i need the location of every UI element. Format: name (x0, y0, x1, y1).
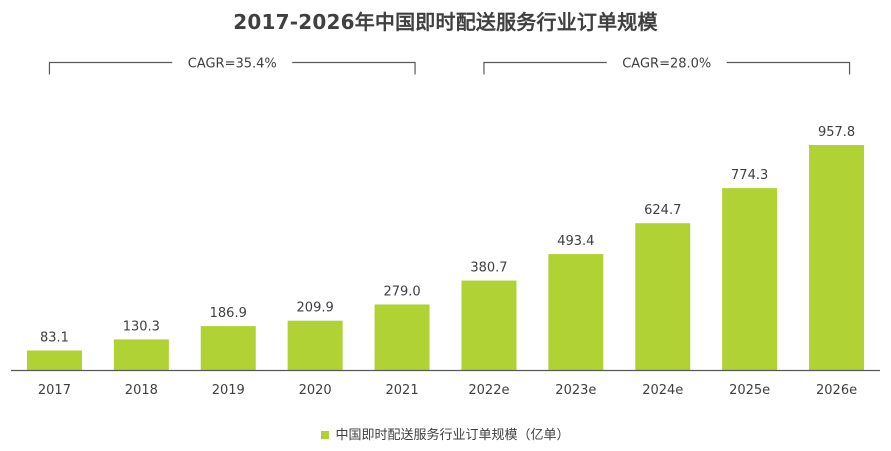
data-label-2020: 209.9 (297, 301, 334, 316)
bar-2018 (113, 339, 169, 370)
data-label-2023e: 493.4 (557, 234, 594, 249)
data-label-2022e: 380.7 (470, 261, 507, 276)
data-label-2024e: 624.7 (644, 203, 681, 218)
x-tick-2018: 2018 (125, 383, 158, 398)
bar-2025e (722, 188, 778, 370)
x-tick-2017: 2017 (38, 383, 71, 398)
bar-2019 (200, 326, 256, 370)
bar-2023e (548, 254, 604, 370)
data-label-2017: 83.1 (40, 330, 69, 345)
bar-2021 (374, 304, 430, 370)
cagr-label-2: CAGR=28.0% (622, 57, 711, 72)
x-tick-2025e: 2025e (729, 383, 770, 398)
cagr-bracket-2: CAGR=28.0% (483, 57, 851, 75)
bar-2020 (287, 320, 343, 370)
legend-label: 中国即时配送服务行业订单规模（亿单） (335, 428, 570, 443)
data-label-2026e: 957.8 (818, 125, 855, 140)
x-tick-2026e: 2026e (816, 383, 857, 398)
x-tick-2023e: 2023e (555, 383, 596, 398)
x-tick-2024e: 2024e (642, 383, 683, 398)
bar-2017 (26, 350, 82, 370)
data-label-2019: 186.9 (210, 306, 247, 321)
legend: 中国即时配送服务行业订单规模（亿单） (0, 424, 891, 443)
x-tick-2019: 2019 (212, 383, 245, 398)
bar-2024e (635, 223, 691, 370)
x-tick-2021: 2021 (386, 383, 419, 398)
data-label-2025e: 774.3 (731, 168, 768, 183)
legend-swatch (321, 430, 330, 439)
cagr-label-1: CAGR=35.4% (188, 57, 277, 72)
data-label-2018: 130.3 (123, 319, 160, 334)
x-tick-2022e: 2022e (468, 383, 509, 398)
chart-title: 2017-2026年中国即时配送服务行业订单规模 (233, 10, 658, 34)
bar-2026e (809, 145, 865, 370)
cagr-bracket-1: CAGR=35.4% (48, 57, 416, 75)
bar-2022e (461, 280, 517, 370)
x-tick-2020: 2020 (299, 383, 332, 398)
data-label-2021: 279.0 (383, 284, 420, 299)
